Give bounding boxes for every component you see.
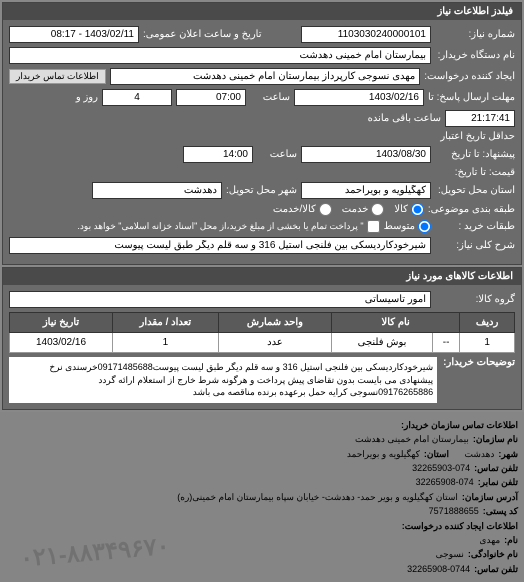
validity-label: حداقل تاریخ اعتبار (435, 131, 515, 142)
cat-service-input[interactable] (371, 203, 384, 216)
buy-type-label: طبقات خرید : (435, 221, 515, 232)
remaining-time-input (445, 110, 515, 127)
remaining-suffix: ساعت باقی مانده (368, 113, 441, 124)
announce-date-input[interactable] (9, 26, 139, 43)
c-city: دهدشت (464, 447, 494, 461)
org-name-label: نام سازمان: (473, 432, 518, 446)
postal-label: کد پستی: (483, 504, 518, 518)
city-input[interactable] (92, 182, 222, 199)
cat-service-label: خدمت (342, 204, 369, 215)
cat-both-input[interactable] (319, 203, 332, 216)
goods-table: ردیف نام کالا واحد شمارش تعداد / مقدار ت… (9, 312, 515, 353)
location-label: استان محل تحویل: (435, 185, 515, 196)
cat-both-label: کالا/خدمت (273, 204, 316, 215)
price-label: قیمت: تا تاریخ: (435, 167, 515, 178)
td-code: -- (432, 333, 459, 353)
cat-all-input[interactable] (411, 203, 424, 216)
treasury-note: " پرداخت تمام یا بخشی از مبلغ خرید،از مح… (77, 221, 363, 232)
deadline-send-label: مهلت ارسال پاسخ: تا (428, 92, 515, 103)
td-qty: 1 (112, 333, 218, 353)
contact-info-block: ۰۲۱-۸۸۳۴۹۶۷۰ اطلاعات تماس سازمان خریدار:… (0, 412, 524, 582)
th-qty: تعداد / مقدار (112, 313, 218, 333)
cat-both-radio[interactable]: کالا/خدمت (273, 203, 332, 216)
location-input[interactable] (301, 182, 431, 199)
postal: 7571888655 (429, 504, 479, 518)
th-date: تاریخ نیاز (10, 313, 113, 333)
th-unit: واحد شمارش (218, 313, 331, 333)
phone: 32265903-074 (412, 461, 470, 475)
time-label-2: ساعت (257, 149, 297, 160)
treasury-checkbox[interactable]: " پرداخت تمام یا بخشی از مبلغ خرید،از مح… (77, 220, 379, 233)
remaining-days-input (102, 89, 172, 106)
fname-label: نام: (504, 533, 518, 547)
req-no-input[interactable] (301, 26, 431, 43)
announce-date-label: تاریخ و ساعت اعلان عمومی: (143, 29, 262, 40)
c-province: کهگیلویه و بویراحمد (347, 447, 420, 461)
address-label: آدرس سازمان: (462, 490, 518, 504)
desc-label: توضیحات خریدار: (443, 357, 515, 403)
contact-title2: اطلاعات ایجاد کننده درخواست: (402, 519, 518, 533)
td-idx: 1 (460, 333, 515, 353)
fax: 32265908-074 (416, 475, 474, 489)
time-label-1: ساعت (250, 92, 290, 103)
validity-to-label: پیشنهاد: تا تاریخ (435, 149, 515, 160)
cphone: 32265908-0744 (407, 562, 470, 576)
address: استان کهگیلویه و بویر حمد- دهدشت- خیابان… (177, 490, 458, 504)
req-no-label: شماره نیاز: (435, 29, 515, 40)
treasury-input[interactable] (367, 220, 380, 233)
buy-mid-radio[interactable]: متوسط (384, 220, 431, 233)
days-and-label: روز و (58, 92, 98, 103)
lname-label: نام خانوادگی: (468, 547, 518, 561)
main-panel-title: فیلدز اطلاعات نیاز (3, 3, 521, 20)
td-unit: عدد (218, 333, 331, 353)
city-label: شهر محل تحویل: (226, 185, 297, 196)
c-city-label: شهر: (498, 447, 518, 461)
fax-label: تلفن نمابر: (478, 475, 518, 489)
validity-date-input[interactable] (301, 146, 431, 163)
requester-label: ایجاد کننده درخواست: (424, 71, 515, 82)
phone-label: تلفن تماس: (474, 461, 518, 475)
contact-info-button[interactable]: اطلاعات تماس خریدار (9, 69, 106, 84)
cat-all-label: کالا (394, 204, 408, 215)
contact-title1: اطلاعات تماس سازمان خریدار: (401, 418, 518, 432)
th-row: ردیف (460, 313, 515, 333)
buy-mid-input[interactable] (418, 220, 431, 233)
group-label: گروه کالا: (435, 294, 515, 305)
buy-mid-label: متوسط (384, 221, 415, 232)
cat-service-radio[interactable]: خدمت (342, 203, 385, 216)
buyer-device-label: نام دستگاه خریدار: (435, 50, 515, 61)
validity-time-input[interactable] (183, 146, 253, 163)
td-name: بوش فلنجی (332, 333, 433, 353)
desc-content: شیرخودکاردیسکی بین فلنجی استیل 316 و سه … (9, 357, 437, 403)
cat-all-radio[interactable]: کالا (394, 203, 424, 216)
c-province-label: استان: (424, 447, 449, 461)
org-name: بیمارستان امام خمینی دهدشت (355, 432, 469, 446)
th-name: نام کالا (332, 313, 460, 333)
group-input[interactable] (9, 291, 431, 308)
requester-input[interactable] (110, 68, 421, 85)
fname: مهدی (479, 533, 500, 547)
table-row: 1 -- بوش فلنجی عدد 1 1403/02/16 (10, 333, 515, 353)
category-label: طبقه بندی موضوعی: (428, 204, 515, 215)
td-date: 1403/02/16 (10, 333, 113, 353)
buyer-device-input[interactable] (9, 47, 431, 64)
deadline-time-input[interactable] (176, 89, 246, 106)
general-title-label: شرح کلی نیاز: (435, 240, 515, 251)
cphone-label: تلفن تماس: (474, 562, 518, 576)
deadline-date-input[interactable] (294, 89, 424, 106)
goods-panel-title: اطلاعات کالاهای مورد نیاز (3, 268, 521, 285)
general-title-input[interactable] (9, 237, 431, 254)
lname: نسوجی (436, 547, 464, 561)
